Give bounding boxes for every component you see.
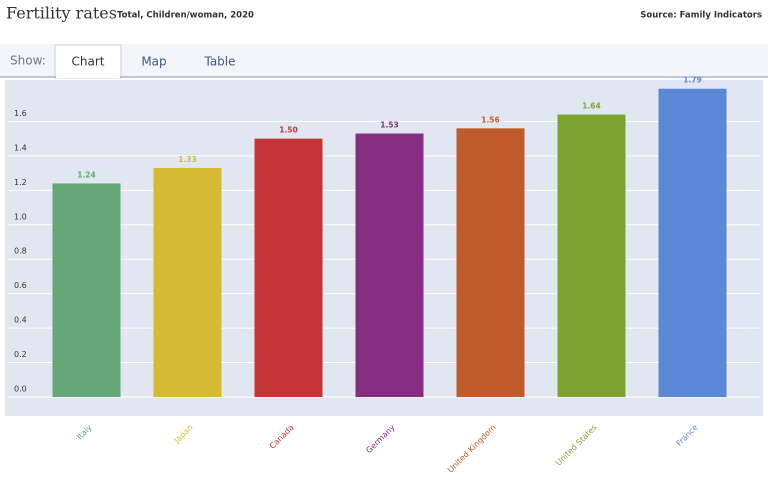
source: Source: Family Indicators [640, 11, 762, 21]
y-tick-label: 1.6 [14, 109, 27, 118]
y-tick-label: 0.6 [14, 281, 27, 290]
x-tick-label: France [675, 423, 700, 448]
x-tick-label: Germany [364, 423, 397, 456]
tab-selected [54, 44, 122, 79]
x-tick-label: Japan [172, 423, 195, 446]
tab[interactable]: Table [203, 55, 235, 69]
value-label: 1.56 [481, 115, 500, 124]
tab[interactable]: Chart [72, 55, 105, 69]
y-tick-label: 0.0 [14, 385, 27, 394]
y-tick-label: 1.0 [14, 212, 27, 221]
x-tick-label: United States [554, 423, 599, 468]
y-tick-label: 1.2 [14, 178, 27, 187]
bar [254, 138, 323, 397]
x-tick-label: United Kingdom [446, 423, 498, 474]
bar [658, 88, 727, 397]
bar [355, 133, 424, 397]
bar [52, 183, 121, 397]
bar [557, 114, 626, 398]
chart-subtitle: Total, Children/woman, 2020 [117, 11, 254, 21]
chart-title: Fertility rates [6, 4, 117, 23]
value-label: 1.53 [380, 121, 399, 130]
tab-bar [0, 44, 768, 77]
y-tick-label: 0.8 [14, 247, 27, 256]
value-label: 1.64 [582, 102, 601, 111]
y-tick-label: 0.4 [14, 316, 27, 325]
value-label: 1.79 [683, 76, 702, 85]
y-tick-label: 1.4 [14, 143, 27, 152]
y-tick-label: 0.2 [14, 350, 27, 359]
tab-label: Show: [10, 54, 46, 68]
x-tick-label: Italy [75, 423, 94, 442]
value-label: 1.33 [178, 155, 197, 164]
value-label: 1.24 [77, 170, 96, 179]
bar [153, 167, 222, 397]
value-label: 1.50 [279, 126, 298, 135]
tab[interactable]: Map [141, 55, 166, 69]
x-tick-label: Canada [268, 423, 296, 451]
bar [456, 128, 525, 398]
